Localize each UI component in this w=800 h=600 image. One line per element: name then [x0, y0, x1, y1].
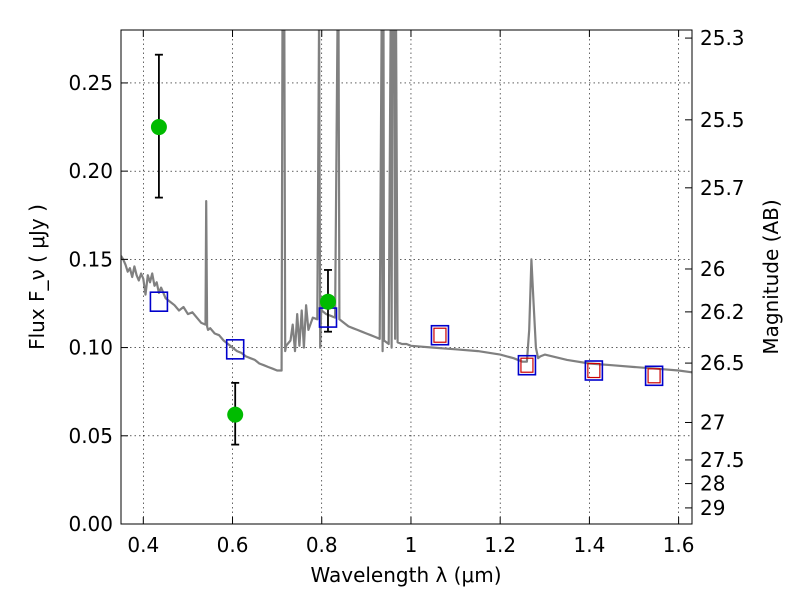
x-tick-label: 1.6: [663, 533, 695, 557]
mag-tick-label: 27: [700, 410, 725, 434]
observed-point: [150, 119, 167, 136]
observed-point: [319, 293, 336, 310]
bandpass-inner-square: [433, 327, 447, 343]
bandpass-square: [225, 339, 245, 360]
x-tick-label: 0.8: [306, 533, 338, 557]
y-tick-label: 0.25: [68, 71, 113, 95]
mag-tick-label: 28: [700, 472, 725, 496]
observed-point: [227, 406, 244, 423]
x-tick-label: 1.2: [484, 533, 516, 557]
y-axis-title-right: Magnitude (AB): [759, 199, 783, 354]
bandpass-inner-square: [647, 368, 661, 384]
plot-area: [121, 30, 692, 446]
mag-tick-label: 26.2: [700, 300, 745, 324]
x-tick-label: 1.4: [573, 533, 605, 557]
bandpass-square: [584, 360, 604, 381]
mag-tick-label: 26: [700, 257, 725, 281]
bandpass-inner-square: [587, 362, 601, 379]
plot-frame: [120, 29, 693, 525]
mag-tick-label: 25.3: [700, 26, 745, 50]
mag-tick-label: 29: [700, 496, 725, 520]
y-tick-label: 0.05: [68, 424, 113, 448]
x-tick-label: 0.6: [217, 533, 249, 557]
mag-tick-label: 25.5: [700, 108, 745, 132]
bandpass-inner-square: [520, 357, 534, 373]
mag-tick-label: 26.5: [700, 351, 745, 375]
mag-tick-label: 27.5: [700, 448, 745, 472]
tick-labels: 0.4 0.6 0.8 1 1.2 1.4 1.6 0.00 0.05 0.10 0.15 0.20 0…: [68, 26, 744, 557]
y-tick-label: 0.20: [68, 159, 113, 183]
bandpass-square: [430, 324, 450, 346]
y-tick-label: 0.00: [68, 512, 113, 536]
mag-tick-label: 25.7: [700, 176, 745, 200]
x-axis-title: Wavelength λ (μm): [310, 563, 501, 587]
spectrum-line: [121, 30, 692, 374]
y-tick-label: 0.10: [68, 336, 113, 360]
bandpass-markers: [149, 291, 664, 387]
observed-points: [150, 119, 336, 423]
y-tick-label: 0.15: [68, 247, 113, 271]
x-tick-label: 0.4: [127, 533, 159, 557]
bandpass-square: [644, 365, 664, 387]
bandpass-square: [149, 291, 169, 313]
error-bars: [154, 53, 332, 446]
x-tick-label: 1: [405, 533, 418, 557]
bandpass-square: [517, 354, 537, 376]
y-axis-title-left: Flux F_ν ( μJy ): [25, 204, 49, 350]
model-spectrum: [121, 30, 692, 374]
